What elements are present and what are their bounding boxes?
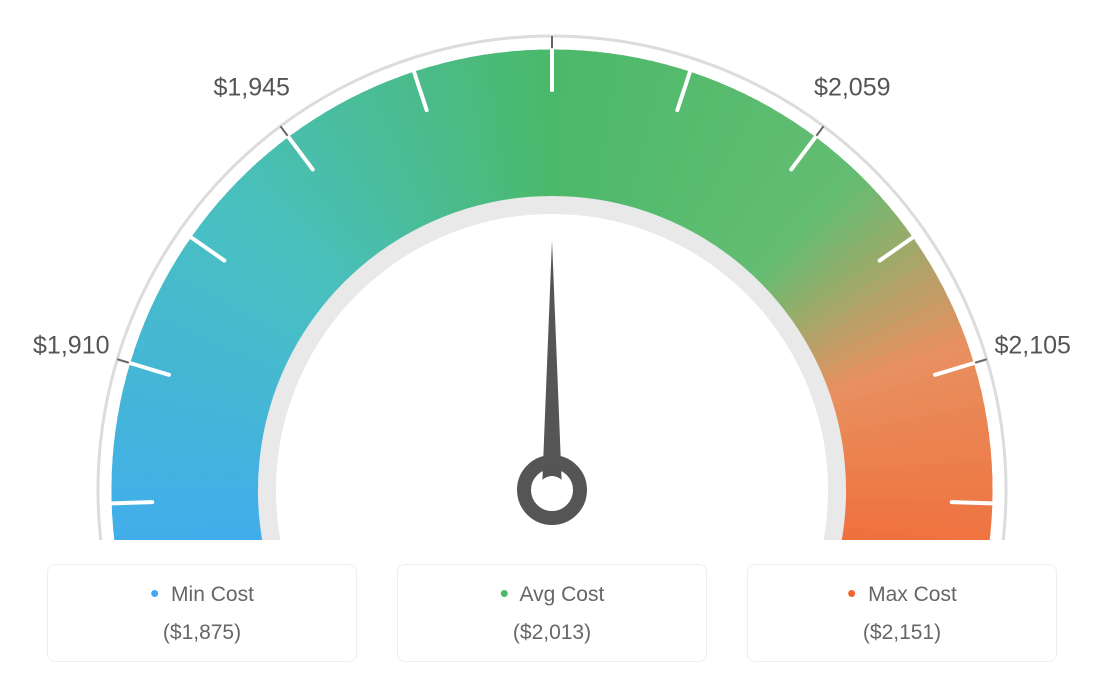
legend-card-min: • Min Cost ($1,875) [47,564,357,662]
legend-title-min: • Min Cost [58,583,346,607]
legend-value-avg: ($2,013) [408,621,696,645]
legend-row: • Min Cost ($1,875) • Avg Cost ($2,013) … [0,564,1104,662]
legend-value-max: ($2,151) [758,621,1046,645]
legend-value-min: ($1,875) [58,621,346,645]
cost-gauge-infographic: $1,875$1,910$1,945$2,013$2,059$2,105$2,1… [0,0,1104,690]
gauge-tick-label: $2,013 [514,0,590,2]
legend-card-avg: • Avg Cost ($2,013) [397,564,707,662]
legend-label-max: Max Cost [868,583,957,606]
gauge-tick-label: $1,910 [33,331,109,359]
gauge-tick-label: $1,945 [213,74,289,102]
gauge-area: $1,875$1,910$1,945$2,013$2,059$2,105$2,1… [0,0,1104,540]
legend-dot-avg: • [500,578,509,608]
legend-dot-min: • [150,578,159,608]
gauge-needle [542,240,562,490]
legend-dot-max: • [847,578,856,608]
legend-label-min: Min Cost [171,583,254,606]
gauge-tick-label: $2,059 [814,74,890,102]
legend-title-avg: • Avg Cost [408,583,696,607]
legend-label-avg: Avg Cost [519,583,604,606]
legend-card-max: • Max Cost ($2,151) [747,564,1057,662]
gauge-tick-label: $2,105 [994,331,1070,359]
gauge-chart: $1,875$1,910$1,945$2,013$2,059$2,105$2,1… [0,0,1104,540]
legend-title-max: • Max Cost [758,583,1046,607]
